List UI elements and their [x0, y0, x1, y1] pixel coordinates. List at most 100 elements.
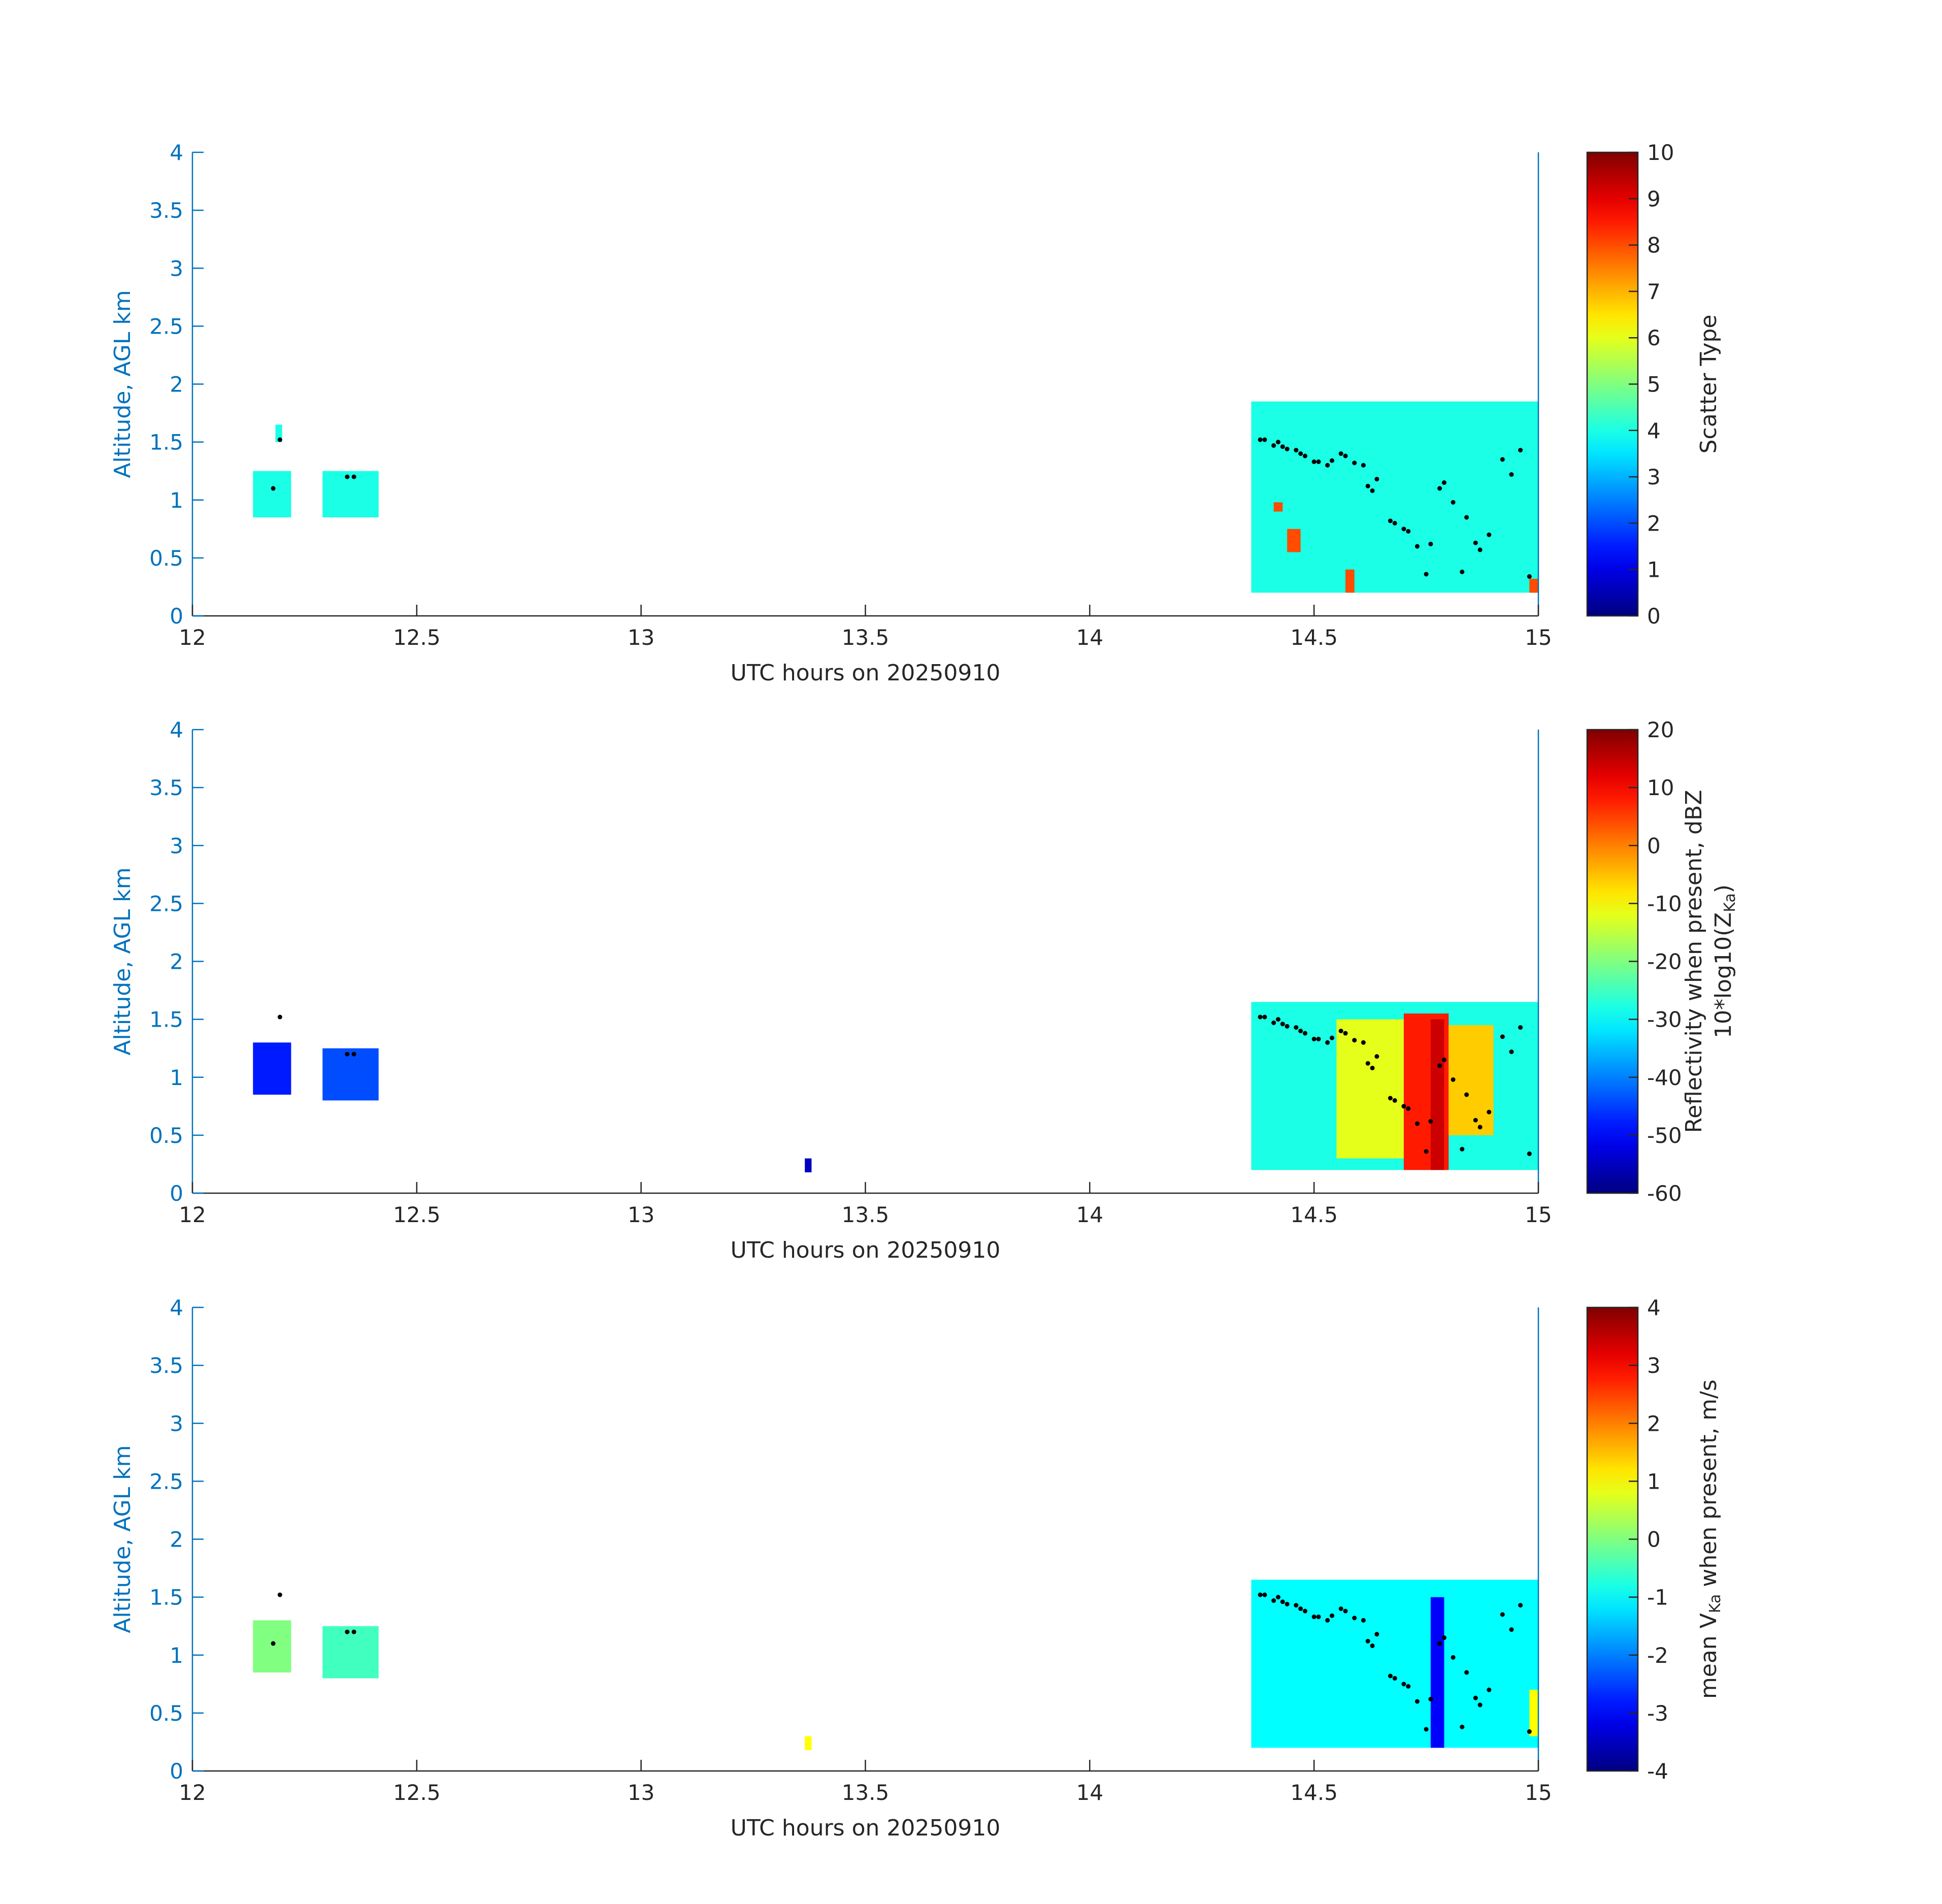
mean-velocity-track-point [1460, 1724, 1465, 1729]
mean-velocity-colorbar-tick-label: 2 [1647, 1411, 1661, 1436]
reflectivity-track-point [1330, 1035, 1335, 1040]
scatter-type-colorbar-tick-label: 10 [1647, 140, 1674, 165]
reflectivity-track-point [1392, 1098, 1397, 1103]
scatter-type-track-point [1464, 515, 1469, 520]
reflectivity-track-point [1518, 1025, 1523, 1030]
scatter-type-track-point [1316, 459, 1321, 464]
reflectivity-x-tick-label: 13.5 [842, 1202, 890, 1227]
mean-velocity-track-point [1302, 1608, 1307, 1614]
mean-velocity-track-point [1365, 1638, 1370, 1644]
reflectivity-x-tick-label: 14.5 [1290, 1202, 1338, 1227]
reflectivity-track-point [1262, 1014, 1267, 1020]
mean-velocity-y-tick-label: 1.5 [149, 1585, 183, 1610]
mean-velocity-track-point [1500, 1612, 1505, 1617]
mean-velocity-colorbar-label: mean VKa when present, m/s [1696, 1380, 1724, 1699]
mean-velocity-track-point [277, 1592, 282, 1597]
reflectivity-track-point [345, 1052, 350, 1057]
reflectivity-colorbar-tick-label: -10 [1647, 891, 1682, 916]
mean-velocity-region-0 [253, 1620, 291, 1672]
reflectivity-region-2 [805, 1158, 812, 1172]
mean-velocity-colorbar-tick-label: -2 [1647, 1643, 1668, 1668]
mean-velocity-x-tick-label: 14.5 [1290, 1780, 1338, 1805]
mean-velocity-track-point [1258, 1592, 1263, 1597]
mean-velocity-track-point [1464, 1670, 1469, 1675]
scatter-type-track-point [1294, 448, 1299, 453]
reflectivity-track-point [1428, 1119, 1433, 1124]
reflectivity-region-0 [253, 1042, 291, 1095]
reflectivity-region-7 [1449, 1025, 1494, 1135]
mean-velocity-track-point [1343, 1608, 1348, 1614]
scatter-type-track-point [1509, 472, 1514, 477]
mean-velocity-track-point [1311, 1614, 1316, 1619]
reflectivity-colorbar-tick-label: -60 [1647, 1181, 1682, 1206]
reflectivity-region-4 [1336, 1019, 1404, 1159]
reflectivity-track-point [1365, 1061, 1370, 1066]
mean-velocity-x-tick-label: 12.5 [393, 1780, 441, 1805]
reflectivity-track-point [1441, 1058, 1446, 1063]
scatter-type-track-point [1424, 572, 1429, 577]
scatter-type-track-point [1401, 527, 1406, 532]
reflectivity-track-point [1401, 1104, 1406, 1109]
scatter-type-y-tick-label: 3 [170, 256, 183, 281]
reflectivity-y-tick-label: 2.5 [149, 891, 183, 916]
mean-velocity-track-point [1388, 1673, 1393, 1679]
scatter-type-track-point [1361, 463, 1366, 468]
scatter-type-track-point [1325, 463, 1330, 468]
mean-velocity-track-point [1473, 1695, 1478, 1700]
reflectivity-track-point [1280, 1022, 1285, 1027]
mean-velocity-track-point [351, 1629, 356, 1634]
mean-velocity-colorbar-tick-label: -4 [1647, 1759, 1668, 1784]
mean-velocity-track-point [1509, 1627, 1514, 1632]
mean-velocity-x-tick-label: 12 [179, 1780, 206, 1805]
reflectivity-track-point [1271, 1020, 1276, 1025]
reflectivity-x-tick-label: 15 [1525, 1202, 1552, 1227]
scatter-type-track-point [1370, 488, 1375, 493]
scatter-type-track-point [351, 474, 356, 479]
reflectivity-x-tick-label: 12.5 [393, 1202, 441, 1227]
scatter-type-colorbar-tick-label: 2 [1647, 511, 1661, 536]
mean-velocity-track-point [1428, 1696, 1433, 1701]
scatter-type-region-5 [1287, 529, 1301, 552]
scatter-type-x-tick-label: 14 [1076, 625, 1103, 650]
reflectivity-colorbar-tick-label: -40 [1647, 1065, 1682, 1090]
scatter-type-y-tick-label: 1.5 [149, 430, 183, 455]
mean-velocity-track-point [1280, 1599, 1285, 1604]
reflectivity-track-point [1338, 1028, 1343, 1033]
scatter-type-region-2 [322, 471, 379, 517]
scatter-type-track-point [1527, 574, 1532, 579]
reflectivity-panel: 12 12.5 13 13.5 14 14.5 15 0 0.5 1 1.5 2 2.5 3 3.5 4 UTC… [110, 717, 1739, 1263]
mean-velocity-track-point [1352, 1616, 1357, 1621]
mean-velocity-y-tick-label: 0.5 [149, 1701, 183, 1726]
mean-velocity-track-point [1330, 1613, 1335, 1618]
scatter-type-colorbar-tick-label: 3 [1647, 465, 1661, 489]
scatter-type-track-point [1285, 446, 1290, 451]
scatter-type-y-axis-label: Altitude, AGL km [110, 290, 136, 478]
scatter-type-panel: 12 12.5 13 13.5 14 14.5 1500.511.522.533.54UTC… [110, 140, 1722, 686]
scatter-type-track-point [1365, 483, 1370, 488]
mean-velocity-track-point [1262, 1592, 1267, 1597]
reflectivity-track-point [1343, 1031, 1348, 1036]
reflectivity-track-point [1414, 1121, 1420, 1126]
reflectivity-track-point [1285, 1024, 1290, 1029]
reflectivity-track-point [1302, 1031, 1307, 1036]
mean-velocity-colorbar-tick-label: 1 [1647, 1469, 1661, 1494]
scatter-type-track-point [1473, 540, 1478, 545]
scatter-type-track-point [1330, 458, 1335, 463]
reflectivity-track-point [1294, 1025, 1299, 1030]
mean-velocity-x-tick-label: 15 [1525, 1780, 1552, 1805]
scatter-type-x-tick-label: 13.5 [842, 625, 890, 650]
scatter-type-colorbar-tick-label: 4 [1647, 418, 1661, 443]
reflectivity-y-tick-label: 4 [170, 717, 183, 742]
reflectivity-track-point [1437, 1063, 1442, 1068]
scatter-type-x-tick-label: 13 [628, 625, 654, 650]
mean-velocity-colorbar-tick-label: 3 [1647, 1353, 1661, 1378]
reflectivity-track-point [1500, 1034, 1505, 1039]
reflectivity-y-axis-label: Altitude, AGL km [110, 867, 136, 1055]
mean-velocity-track-point [1271, 1598, 1276, 1603]
scatter-type-x-axis-label: UTC hours on 20250910 [731, 660, 1001, 686]
mean-velocity-track-point [1285, 1601, 1290, 1606]
reflectivity-y-tick-label: 0.5 [149, 1123, 183, 1148]
scatter-type-track-point [1388, 518, 1393, 523]
mean-velocity-track-point [1361, 1618, 1366, 1623]
scatter-type-track-point [1302, 453, 1307, 458]
